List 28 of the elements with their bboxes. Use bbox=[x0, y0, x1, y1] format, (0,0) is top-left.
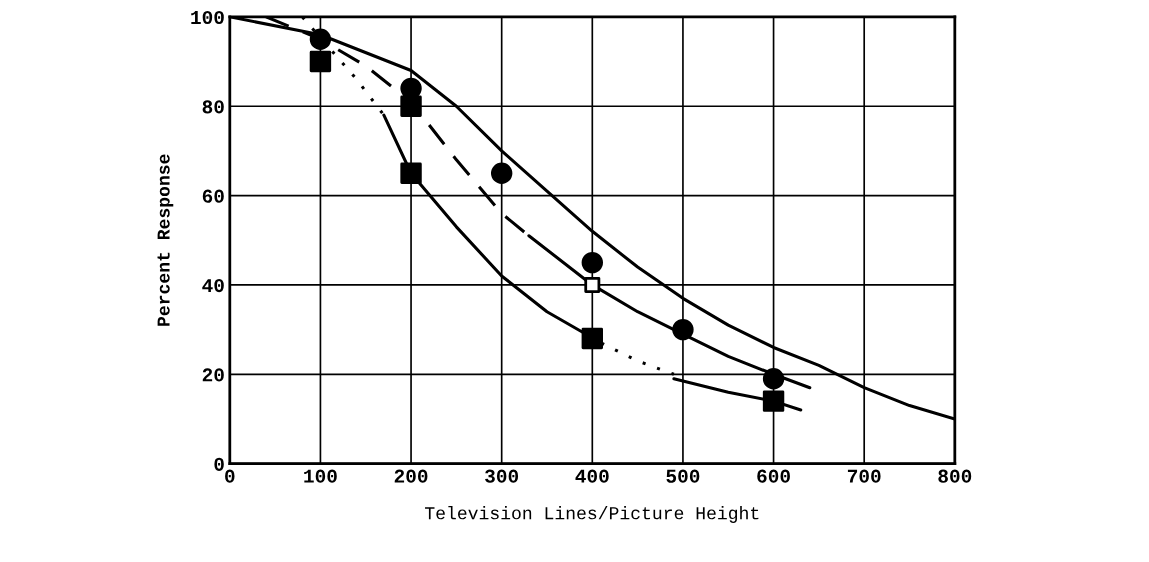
x-tick-label: 600 bbox=[757, 469, 790, 483]
x-tick-label: 800 bbox=[938, 469, 972, 483]
point bbox=[309, 50, 332, 73]
y-tick-label: 40 bbox=[202, 278, 224, 293]
point bbox=[400, 95, 422, 117]
x-tick-label: 200 bbox=[394, 469, 428, 483]
point bbox=[584, 276, 601, 293]
x-tick-label: 500 bbox=[666, 469, 700, 483]
point bbox=[400, 162, 422, 184]
x-tick-label: 400 bbox=[575, 469, 609, 483]
y-tick-label: 0 bbox=[214, 457, 224, 471]
point bbox=[581, 251, 604, 274]
point bbox=[762, 390, 785, 412]
point bbox=[309, 28, 332, 50]
x-tick-label: 700 bbox=[847, 469, 881, 483]
y-tick-label: 60 bbox=[202, 189, 224, 203]
y-tick-label: 100 bbox=[191, 10, 224, 25]
point bbox=[490, 162, 513, 184]
point bbox=[581, 327, 604, 350]
x-tick-label: 0 bbox=[225, 469, 235, 483]
point bbox=[672, 318, 694, 341]
x-axis-title: Television Lines/Picture Height bbox=[425, 506, 759, 523]
y-axis-title: Percent Response bbox=[157, 154, 174, 326]
y-tick-label: 20 bbox=[202, 368, 224, 382]
point bbox=[762, 368, 785, 390]
x-tick-label: 100 bbox=[304, 469, 337, 483]
x-tick-label: 300 bbox=[485, 469, 519, 483]
y-tick-label: 80 bbox=[202, 100, 224, 114]
